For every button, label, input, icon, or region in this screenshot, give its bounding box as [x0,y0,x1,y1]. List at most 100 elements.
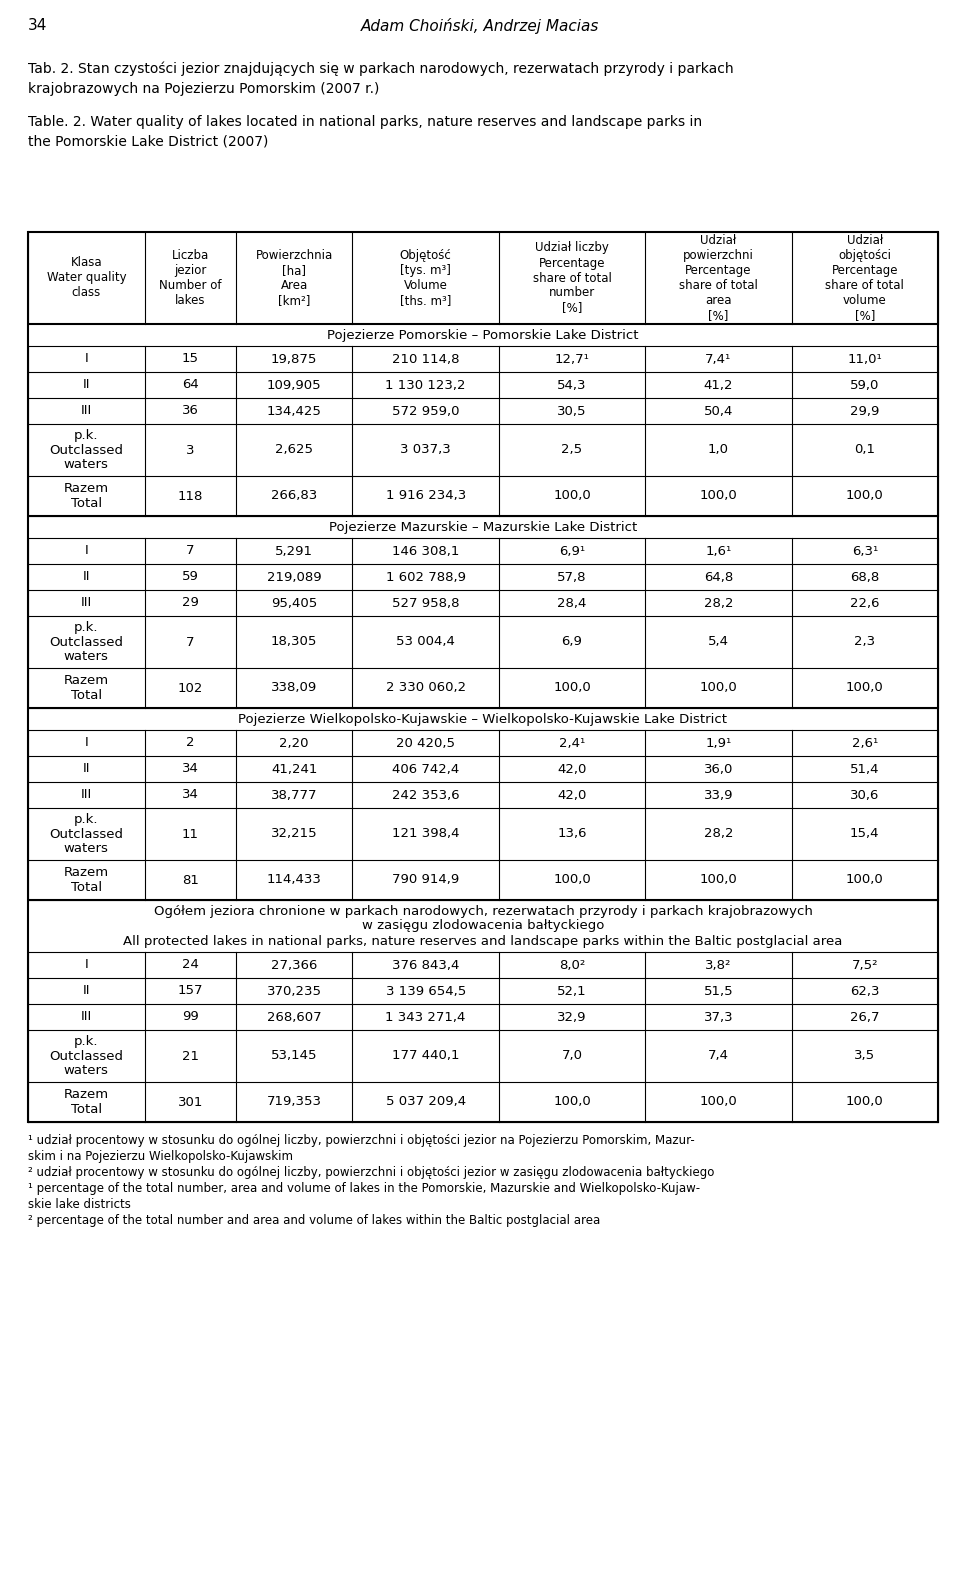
Text: 13,6: 13,6 [557,827,587,841]
Text: 146 308,1: 146 308,1 [392,544,459,558]
Text: 59,0: 59,0 [851,379,879,391]
Text: 38,777: 38,777 [271,789,318,802]
Text: ¹ percentage of the total number, area and volume of lakes in the Pomorskie, Maz: ¹ percentage of the total number, area a… [28,1182,700,1195]
Text: 2,5: 2,5 [562,443,583,456]
Text: 102: 102 [178,682,203,695]
Text: 18,305: 18,305 [271,635,317,649]
Text: 42,0: 42,0 [558,789,587,802]
Text: 1,9¹: 1,9¹ [706,737,732,750]
Text: 100,0: 100,0 [846,682,883,695]
Text: skie lake districts: skie lake districts [28,1198,131,1210]
Text: 11: 11 [181,827,199,841]
Text: 53 004,4: 53 004,4 [396,635,455,649]
Text: 5 037 209,4: 5 037 209,4 [386,1096,466,1108]
Text: I: I [84,544,88,558]
Text: 53,145: 53,145 [271,1050,318,1063]
Text: I: I [84,959,88,971]
Text: 7,4: 7,4 [708,1050,729,1063]
Text: Powierzchnia
[ha]
Area
[km²]: Powierzchnia [ha] Area [km²] [255,248,333,307]
Text: 28,4: 28,4 [558,596,587,610]
Text: 8,0²: 8,0² [559,959,586,971]
Text: 28,2: 28,2 [704,596,733,610]
Text: 177 440,1: 177 440,1 [392,1050,460,1063]
Text: 15: 15 [181,352,199,366]
Text: 100,0: 100,0 [553,1096,591,1108]
Text: 2,4¹: 2,4¹ [559,737,586,750]
Text: 15,4: 15,4 [850,827,879,841]
Text: 1,0: 1,0 [708,443,729,456]
Text: 3 139 654,5: 3 139 654,5 [386,984,466,998]
Text: 52,1: 52,1 [557,984,587,998]
Text: 37,3: 37,3 [704,1011,733,1023]
Text: 1 916 234,3: 1 916 234,3 [386,489,466,503]
Text: 100,0: 100,0 [553,682,591,695]
Text: Razem
Total: Razem Total [63,866,108,894]
Text: 100,0: 100,0 [700,874,737,887]
Text: 6,9¹: 6,9¹ [559,544,585,558]
Text: p.k.
Outclassed
waters: p.k. Outclassed waters [49,813,123,855]
Text: 7: 7 [186,635,195,649]
Text: Razem
Total: Razem Total [63,1088,108,1116]
Text: ² udział procentowy w stosunku do ogólnej liczby, powierzchni i objętości jezior: ² udział procentowy w stosunku do ogólne… [28,1166,714,1179]
Text: 32,215: 32,215 [271,827,318,841]
Text: III: III [81,404,92,418]
Text: 100,0: 100,0 [846,1096,883,1108]
Text: 7: 7 [186,544,195,558]
Text: Razem
Total: Razem Total [63,483,108,509]
Text: 34: 34 [181,789,199,802]
Text: 7,0: 7,0 [562,1050,583,1063]
Text: 790 914,9: 790 914,9 [392,874,459,887]
Text: 42,0: 42,0 [558,762,587,775]
Text: III: III [81,1011,92,1023]
Text: Adam Choiński, Andrzej Macias: Adam Choiński, Andrzej Macias [361,17,599,35]
Text: 57,8: 57,8 [557,571,587,583]
Text: 7,4¹: 7,4¹ [706,352,732,366]
Text: 338,09: 338,09 [271,682,317,695]
Text: 157: 157 [178,984,203,998]
Text: 406 742,4: 406 742,4 [392,762,459,775]
Text: 109,905: 109,905 [267,379,322,391]
Text: Ogółem jeziora chronione w parkach narodowych, rezerwatach przyrody i parkach kr: Ogółem jeziora chronione w parkach narod… [123,904,843,948]
Text: p.k.
Outclassed
waters: p.k. Outclassed waters [49,1034,123,1077]
Text: 29,9: 29,9 [851,404,879,418]
Text: 54,3: 54,3 [557,379,587,391]
Text: 50,4: 50,4 [704,404,733,418]
Text: I: I [84,352,88,366]
Text: II: II [83,984,90,998]
Text: II: II [83,379,90,391]
Text: 64: 64 [181,379,199,391]
Text: 41,241: 41,241 [271,762,317,775]
Text: 121 398,4: 121 398,4 [392,827,460,841]
Text: 2,6¹: 2,6¹ [852,737,878,750]
Text: 527 958,8: 527 958,8 [392,596,460,610]
Text: 376 843,4: 376 843,4 [392,959,459,971]
Text: p.k.
Outclassed
waters: p.k. Outclassed waters [49,429,123,472]
Text: III: III [81,789,92,802]
Text: 36,0: 36,0 [704,762,733,775]
Text: 219,089: 219,089 [267,571,322,583]
Text: Table. 2. Water quality of lakes located in national parks, nature reserves and : Table. 2. Water quality of lakes located… [28,115,702,148]
Text: 22,6: 22,6 [850,596,879,610]
Text: 210 114,8: 210 114,8 [392,352,460,366]
Text: 100,0: 100,0 [700,682,737,695]
Text: 118: 118 [178,489,203,503]
Text: 2,3: 2,3 [854,635,876,649]
Text: III: III [81,596,92,610]
Text: 6,9: 6,9 [562,635,583,649]
Text: 134,425: 134,425 [267,404,322,418]
Text: 100,0: 100,0 [553,874,591,887]
Text: 719,353: 719,353 [267,1096,322,1108]
Text: 2 330 060,2: 2 330 060,2 [386,682,466,695]
Text: 95,405: 95,405 [271,596,317,610]
Text: 2: 2 [186,737,195,750]
Text: 5,291: 5,291 [276,544,313,558]
Text: 1,6¹: 1,6¹ [706,544,732,558]
Text: Udział
objętości
Percentage
share of total
volume
[%]: Udział objętości Percentage share of tot… [826,234,904,322]
Text: 5,4: 5,4 [708,635,729,649]
Text: skim i na Pojezierzu Wielkopolsko-Kujawskim: skim i na Pojezierzu Wielkopolsko-Kujaws… [28,1151,293,1163]
Text: 12,7¹: 12,7¹ [555,352,589,366]
Text: 26,7: 26,7 [850,1011,879,1023]
Text: 2,625: 2,625 [276,443,313,456]
Text: 24: 24 [181,959,199,971]
Text: 572 959,0: 572 959,0 [392,404,460,418]
